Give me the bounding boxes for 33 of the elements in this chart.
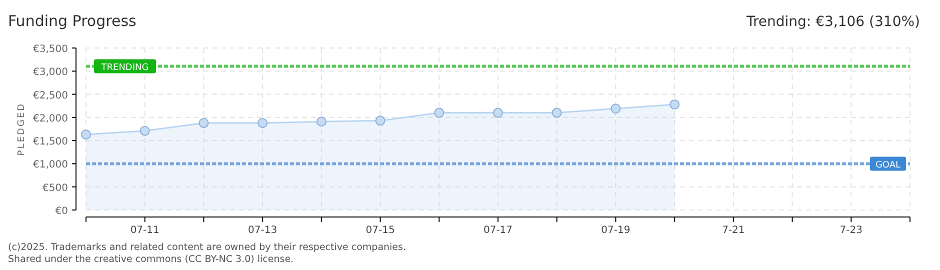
point <box>552 108 562 118</box>
point <box>375 116 386 126</box>
y-tick-label: €3,500 <box>33 44 68 55</box>
point <box>493 108 503 118</box>
x-tick-label: 07-13 <box>248 225 278 236</box>
point <box>198 118 209 128</box>
x-tick-label: 07-11 <box>130 225 160 236</box>
y-tick-label: €1,000 <box>33 160 68 171</box>
y-tick-label: €0 <box>55 206 68 217</box>
point <box>434 108 444 118</box>
point <box>316 116 326 127</box>
x-tick-label: 07-17 <box>483 225 513 236</box>
x-tick-label: 07-15 <box>366 225 395 236</box>
x-tick-label: 7-21 <box>722 225 745 236</box>
y-tick-label: €2,000 <box>33 113 68 124</box>
point <box>81 130 91 140</box>
x-tick-label: 7-23 <box>840 225 862 236</box>
ref-line-label: TRENDING <box>100 63 149 74</box>
y-tick-label: €2,500 <box>33 90 68 102</box>
point <box>140 126 150 136</box>
ref-line-label: GOAL <box>875 160 901 171</box>
y-tick-label: €500 <box>42 182 68 194</box>
point <box>610 104 621 114</box>
x-tick-label: 07-19 <box>601 225 630 236</box>
y-axis-title: PLEDGED <box>17 102 27 156</box>
y-tick-label: €3,000 <box>33 67 68 78</box>
point <box>670 99 680 110</box>
chart-subtitle: Trending: €3,106 (310%) <box>745 14 920 30</box>
y-tick-label: €1,500 <box>33 136 68 148</box>
point <box>258 118 268 128</box>
text: (c)2025. Trademarks and related content are owned by their respective companies. <box>8 242 406 253</box>
chart-title: Funding Progress <box>8 12 137 30</box>
text: Shared under the creative commons (CC BY-NC 3.0) license. <box>8 254 294 265</box>
